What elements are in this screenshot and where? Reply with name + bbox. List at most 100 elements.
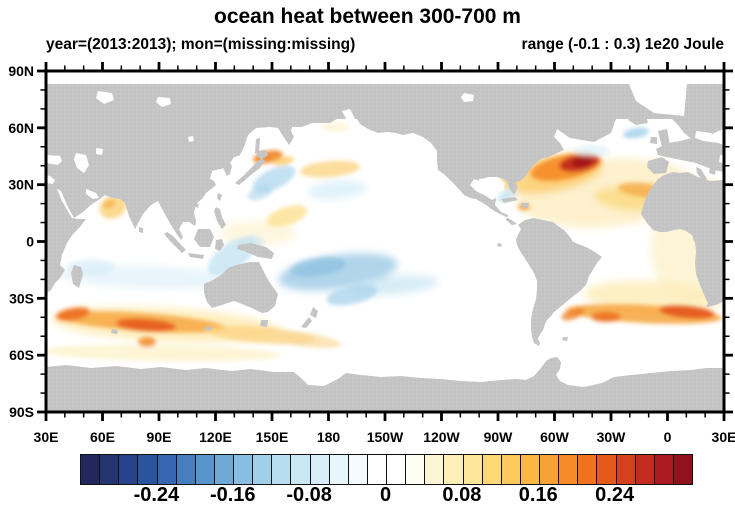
- anomaly-bering-cream: [321, 122, 351, 132]
- cuba: [501, 197, 518, 203]
- nz-north-island: [310, 307, 318, 318]
- colorbar-cell: [252, 455, 272, 484]
- ireland: [650, 137, 657, 144]
- colorbar-cell: [539, 455, 559, 484]
- colorbar-cell: [596, 455, 616, 484]
- sulawesi: [215, 239, 224, 251]
- colorbar-cell: [634, 455, 654, 484]
- x-tick-label: 0: [664, 429, 672, 445]
- sri-lanka: [139, 227, 143, 233]
- kara-opening: [96, 91, 114, 104]
- caspian-sea: [74, 153, 89, 173]
- subtitle-left: year=(2013:2013); mon=(missing:missing): [46, 36, 356, 53]
- south-america: [516, 218, 602, 346]
- kerguelen: [111, 329, 118, 334]
- colorbar-cell: [500, 455, 520, 484]
- anomaly-satl-core-w: [591, 312, 621, 322]
- taiwan: [217, 193, 222, 201]
- colorbar-cell: [328, 455, 348, 484]
- borneo: [194, 229, 214, 247]
- sakhalin: [255, 138, 260, 153]
- colorbar-cell: [271, 455, 291, 484]
- north-america: [356, 111, 564, 225]
- y-tick-label: 30S: [9, 290, 34, 306]
- colorbar-cell: [615, 455, 635, 484]
- black-sea-left: [46, 155, 62, 165]
- hispaniola: [521, 203, 529, 208]
- anomaly-so-spot: [138, 337, 156, 347]
- x-tick-label: 30W: [597, 429, 627, 445]
- anomaly-natl-n-blue: [573, 145, 609, 157]
- x-tick-label: 150W: [367, 429, 404, 445]
- colorbar-cell: [481, 455, 501, 484]
- y-tick-label: 60S: [9, 347, 34, 363]
- japan: [235, 158, 265, 185]
- page-title: ocean heat between 300-700 m: [214, 5, 521, 28]
- anomaly-nz-tail-yellow: [261, 330, 341, 348]
- colorbar-cell: [233, 455, 253, 484]
- nz-south-island: [301, 317, 312, 328]
- colorbar-cell: [156, 455, 176, 484]
- sumatra: [164, 232, 186, 253]
- colorbar-tick-label: 0: [379, 484, 392, 506]
- y-tick-label: 60N: [8, 120, 34, 136]
- colorbar-cell: [175, 455, 195, 484]
- colorbar-cell: [424, 455, 444, 484]
- colorbar-cell: [443, 455, 463, 484]
- colorbar-cell: [347, 455, 367, 484]
- colorbar-tick-label: 0.08: [442, 484, 482, 506]
- x-tick-label: 120E: [199, 429, 232, 445]
- colorbar-cell: [81, 455, 100, 484]
- tasmania: [260, 320, 268, 327]
- colorbar-cell: [118, 455, 138, 484]
- colorbar-cell: [672, 455, 692, 484]
- map-plot: 30E 60E 90E 120E 150E 180 150W 120W 90W 60W 30W 0 30…: [8, 62, 735, 445]
- great-britain: [658, 129, 670, 147]
- africa-east: [46, 183, 86, 294]
- colorbar: [80, 454, 693, 485]
- y-tick-label: 90N: [8, 63, 34, 79]
- anomaly-satl-spur: [561, 307, 585, 321]
- madagascar: [71, 265, 83, 288]
- iceland: [628, 115, 648, 125]
- colorbar-cell: [137, 455, 157, 484]
- baltic-sea: [695, 131, 712, 143]
- okhotsk-sea: [250, 129, 280, 149]
- laptev-opening: [156, 97, 171, 107]
- aral-sea: [96, 148, 103, 155]
- colorbar-cell: [213, 455, 233, 484]
- axis-ticks: [37, 62, 733, 421]
- italy: [696, 167, 707, 181]
- x-tick-label: 60E: [90, 429, 115, 445]
- y-axis-labels: 90N 60N 30N 0 30S 60S 90S: [8, 63, 34, 420]
- antarctica: [46, 357, 724, 412]
- colorbar-tick-label: -0.16: [209, 484, 256, 506]
- colorbar-cell: [309, 455, 329, 484]
- colorbar-tick-label: 0.24: [595, 484, 635, 506]
- y-tick-label: 90S: [9, 404, 34, 420]
- x-axis-labels: 30E 60E 90E 120E 150E 180 150W 120W 90W 60W 30W 0 30…: [34, 429, 735, 445]
- new-guinea: [237, 243, 274, 259]
- x-tick-label: 150E: [256, 429, 289, 445]
- hainan: [194, 203, 199, 208]
- x-tick-label: 90W: [484, 429, 514, 445]
- anomaly-gulf-stream-inner: [572, 156, 592, 168]
- x-tick-label: 30E: [712, 429, 735, 445]
- anomaly-nwpac-blue2: [247, 185, 273, 201]
- java: [188, 253, 204, 259]
- colorbar-cell: [519, 455, 539, 484]
- colorbar-cell: [194, 455, 214, 484]
- land-layer: [46, 84, 724, 412]
- anomaly-nwpac-blue: [252, 165, 296, 193]
- colorbar-tick-label: -0.08: [286, 484, 332, 506]
- colorbar-cell: [558, 455, 578, 484]
- galapagos: [497, 243, 502, 247]
- anomaly-sind-core-w: [56, 307, 90, 321]
- anomaly-iceland-blue: [623, 127, 649, 139]
- y-tick-label: 0: [26, 234, 34, 250]
- africa-west: [641, 172, 724, 307]
- anomaly-spac-blue-core: [290, 257, 346, 277]
- hokkaido: [256, 150, 268, 159]
- anomaly-wpac-yellow-band: [266, 205, 308, 227]
- colorbar-cell: [653, 455, 673, 484]
